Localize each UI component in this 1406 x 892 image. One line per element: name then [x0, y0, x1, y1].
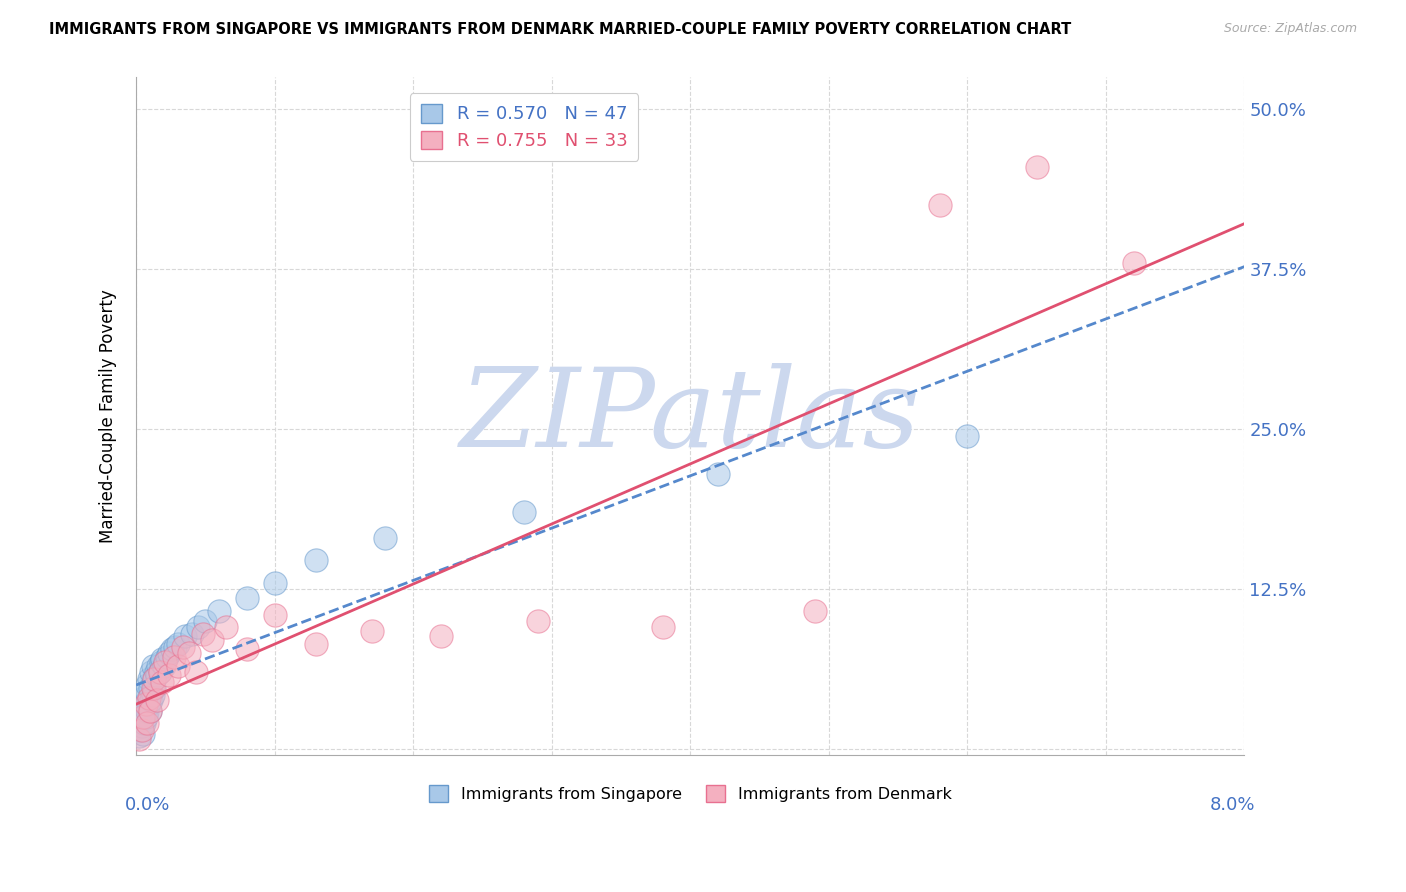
Point [928, 198, 950, 212]
Point [132, 704, 155, 718]
Point [236, 642, 259, 657]
Point [131, 723, 153, 737]
Point [128, 729, 150, 743]
Point [208, 604, 231, 618]
Point [143, 672, 166, 686]
Text: 0.0%: 0.0% [125, 796, 170, 814]
Point [527, 614, 550, 628]
Point [155, 649, 177, 664]
Point [513, 505, 536, 519]
Point [263, 607, 285, 622]
Point [152, 675, 174, 690]
Point [145, 665, 167, 680]
Point [194, 614, 217, 628]
Point [305, 637, 328, 651]
Point [129, 723, 152, 737]
Point [132, 710, 155, 724]
Text: Source: ZipAtlas.com: Source: ZipAtlas.com [1223, 22, 1357, 36]
Point [956, 428, 979, 442]
Point [149, 665, 172, 680]
Point [138, 672, 160, 686]
Y-axis label: Married-Couple Family Poverty: Married-Couple Family Poverty [100, 290, 117, 543]
Point [135, 697, 157, 711]
Point [184, 665, 207, 680]
Point [201, 633, 224, 648]
Point [141, 665, 163, 680]
Point [132, 726, 155, 740]
Point [162, 649, 184, 664]
Point [136, 678, 159, 692]
Point [142, 688, 165, 702]
Point [149, 665, 172, 680]
Point [157, 667, 180, 681]
Point [153, 658, 176, 673]
Point [177, 646, 200, 660]
Point [166, 637, 188, 651]
Point [146, 667, 169, 681]
Point [707, 467, 730, 481]
Text: 8.0%: 8.0% [1211, 796, 1256, 814]
Point [134, 697, 156, 711]
Point [305, 552, 328, 566]
Point [136, 704, 159, 718]
Point [236, 591, 259, 605]
Point [135, 684, 157, 698]
Point [136, 716, 159, 731]
Point [187, 620, 209, 634]
Point [148, 658, 170, 673]
Point [139, 704, 162, 718]
Point [143, 681, 166, 695]
Point [153, 655, 176, 669]
Point [1025, 160, 1047, 174]
Point [142, 681, 165, 695]
Point [131, 719, 153, 733]
Point [142, 658, 165, 673]
Point [139, 681, 162, 695]
Point [215, 620, 238, 634]
Point [180, 627, 202, 641]
Point [374, 531, 396, 545]
Point [804, 604, 827, 618]
Point [263, 575, 285, 590]
Point [157, 646, 180, 660]
Point [163, 640, 186, 654]
Point [430, 629, 453, 643]
Point [360, 624, 382, 639]
Text: ZIPatlas: ZIPatlas [460, 363, 921, 470]
Point [128, 731, 150, 746]
Point [135, 710, 157, 724]
Point [152, 652, 174, 666]
Text: IMMIGRANTS FROM SINGAPORE VS IMMIGRANTS FROM DENMARK MARRIED-COUPLE FAMILY POVER: IMMIGRANTS FROM SINGAPORE VS IMMIGRANTS … [49, 22, 1071, 37]
Point [160, 642, 183, 657]
Point [172, 640, 194, 654]
Point [166, 658, 188, 673]
Legend: Immigrants from Singapore, Immigrants from Denmark: Immigrants from Singapore, Immigrants fr… [423, 779, 957, 808]
Point [141, 693, 163, 707]
Point [138, 690, 160, 705]
Point [1122, 256, 1144, 270]
Point [134, 716, 156, 731]
Point [146, 693, 169, 707]
Point [150, 655, 173, 669]
Point [139, 704, 162, 718]
Point [132, 690, 155, 705]
Point [138, 697, 160, 711]
Point [173, 629, 195, 643]
Point [131, 710, 153, 724]
Point [651, 620, 673, 634]
Point [191, 627, 214, 641]
Point [143, 672, 166, 686]
